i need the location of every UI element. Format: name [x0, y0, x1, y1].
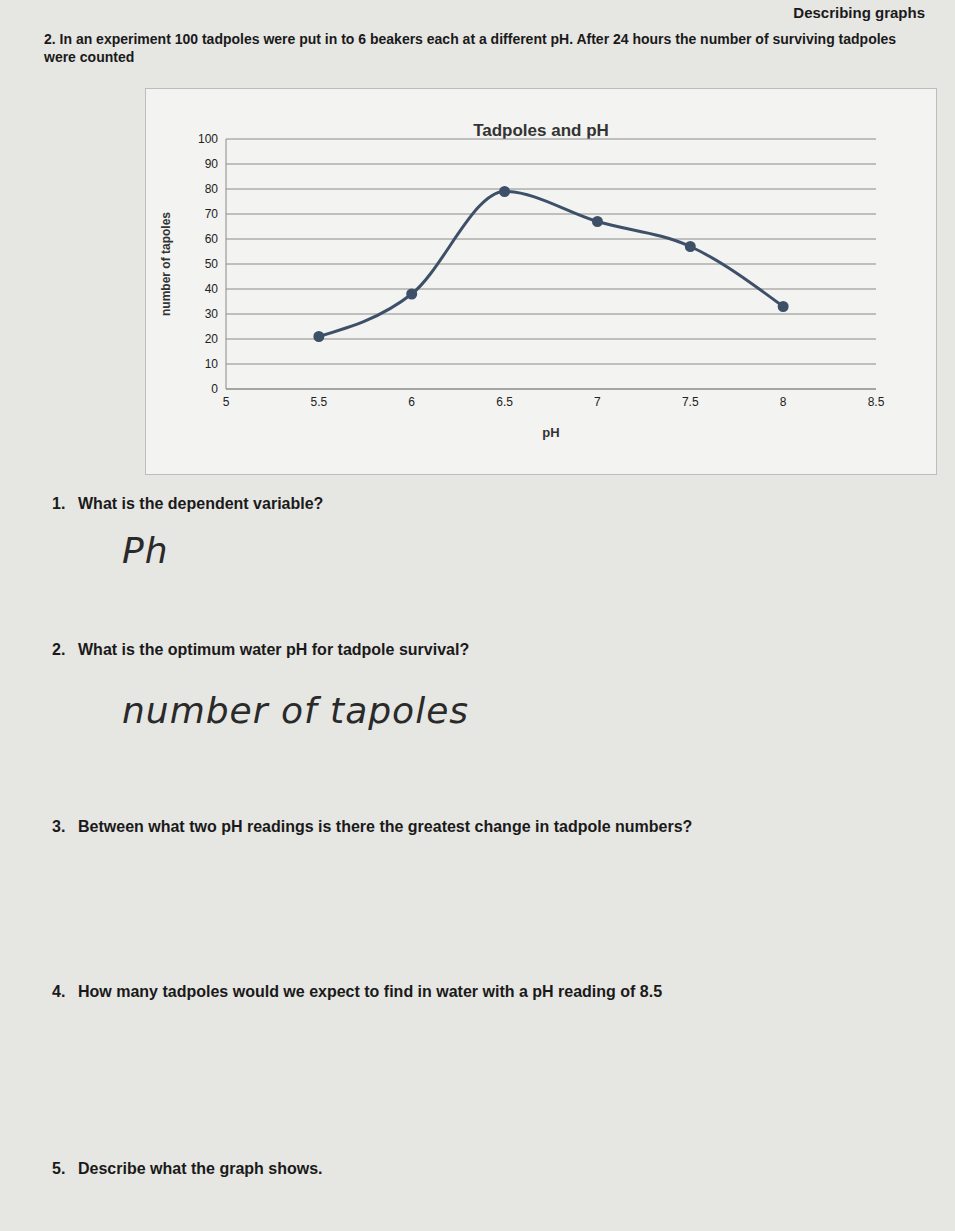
html-text:What is the dependent variable: What is the dependent variable? — [78, 495, 324, 512]
svg-text:8: 8 — [780, 395, 787, 409]
svg-text:0: 0 — [211, 382, 218, 396]
svg-text:7: 7 — [594, 395, 601, 409]
html-text:2.: 2. — [52, 641, 66, 658]
svg-text:5: 5 — [223, 395, 230, 409]
svg-text:80: 80 — [205, 182, 219, 196]
svg-text:pH: pH — [542, 425, 559, 440]
svg-text:8.5: 8.5 — [868, 395, 885, 409]
svg-text:number of tapoles: number of tapoles — [159, 212, 173, 316]
svg-text:90: 90 — [205, 157, 219, 171]
svg-text:40: 40 — [205, 282, 219, 296]
html-text:2. In an experiment 100 tadpol: 2. In an experiment 100 tadpoles were pu… — [44, 31, 897, 65]
html-text:Tadpoles and pH: Tadpoles and pH — [473, 121, 609, 140]
html-text:number of tapoles: number of tapoles — [122, 690, 469, 731]
svg-text:60: 60 — [205, 232, 219, 246]
html-text:How many tadpoles would we exp: How many tadpoles would we expect to fin… — [78, 983, 663, 1000]
html-text:3.: 3. — [52, 818, 66, 835]
html-text:Between what two pH readings i: Between what two pH readings is there th… — [78, 818, 693, 835]
html-text:What is the optimum water pH f: What is the optimum water pH for tadpole… — [78, 641, 470, 658]
html-text:Ph: Ph — [122, 530, 169, 571]
svg-text:6: 6 — [408, 395, 415, 409]
html-text:5.: 5. — [52, 1160, 66, 1177]
html-text:Describing graphs: Describing graphs — [793, 4, 925, 21]
svg-text:7.5: 7.5 — [682, 395, 699, 409]
svg-text:100: 100 — [198, 132, 218, 146]
svg-text:70: 70 — [205, 207, 219, 221]
svg-text:30: 30 — [205, 307, 219, 321]
svg-text:20: 20 — [205, 332, 219, 346]
html-text:Describe what the graph shows.: Describe what the graph shows. — [78, 1160, 323, 1177]
svg-text:6.5: 6.5 — [496, 395, 513, 409]
html-text:1.: 1. — [52, 495, 66, 512]
svg-text:10: 10 — [205, 357, 219, 371]
svg-text:50: 50 — [205, 257, 219, 271]
html-text:4.: 4. — [52, 983, 66, 1000]
svg-text:5.5: 5.5 — [311, 395, 328, 409]
